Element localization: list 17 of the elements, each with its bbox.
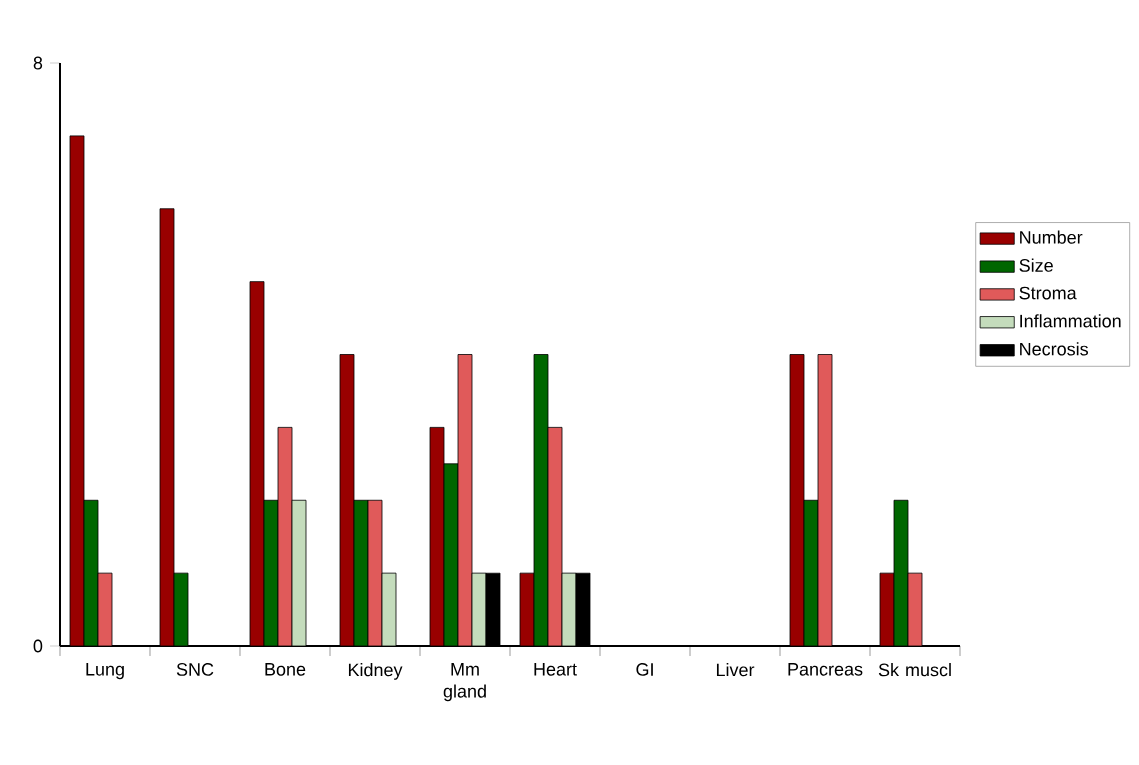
x-tick-label: Lung [86,663,124,680]
x-tick-label: Mm gland [443,663,486,702]
legend-label: Stroma [1019,286,1077,300]
legend-label: Number [1020,230,1083,244]
x-tick-label: SNC [176,663,214,676]
x-tick-label: Heart [534,663,577,676]
x-tick-label: Kidney [348,663,403,680]
legend-label: Size [1019,258,1053,272]
y-tick-label: 0 [33,639,43,653]
x-tick-label: Liver [716,663,755,677]
legend-label: Necrosis [1020,342,1088,356]
legend-label: Inflammation [1020,314,1121,328]
x-tick-label: Sk muscl [878,663,951,677]
y-tick-label: 8 [33,56,43,70]
x-tick-label: Pancreas [788,663,863,676]
x-tick-label: GI [636,663,653,676]
x-tick-label: Bone [265,663,306,676]
